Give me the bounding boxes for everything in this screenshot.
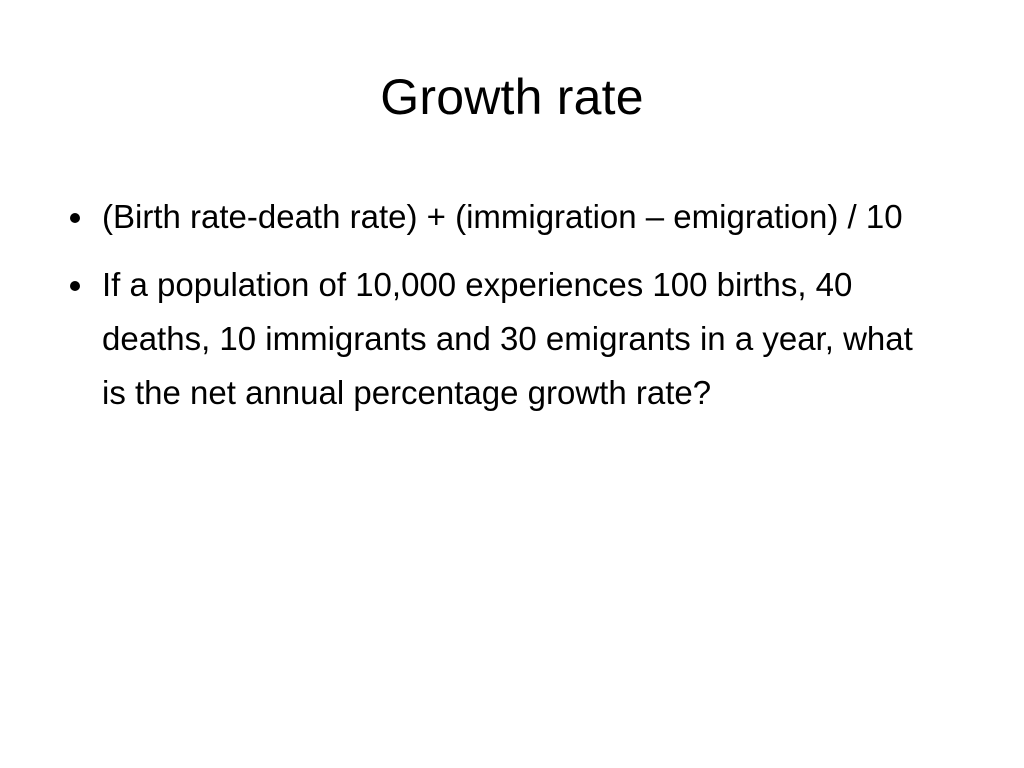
bullet-icon bbox=[70, 213, 80, 223]
bullet-text-question: If a population of 10,000 experiences 10… bbox=[102, 266, 913, 411]
bullet-icon bbox=[70, 281, 80, 291]
bullet-item-question: If a population of 10,000 experiences 10… bbox=[62, 258, 942, 420]
bullet-list: (Birth rate-death rate) + (immigration –… bbox=[62, 190, 942, 434]
slide-title: Growth rate bbox=[380, 69, 644, 125]
bullet-text-formula: (Birth rate-death rate) + (immigration –… bbox=[102, 198, 903, 235]
bullet-item-formula: (Birth rate-death rate) + (immigration –… bbox=[62, 190, 942, 244]
